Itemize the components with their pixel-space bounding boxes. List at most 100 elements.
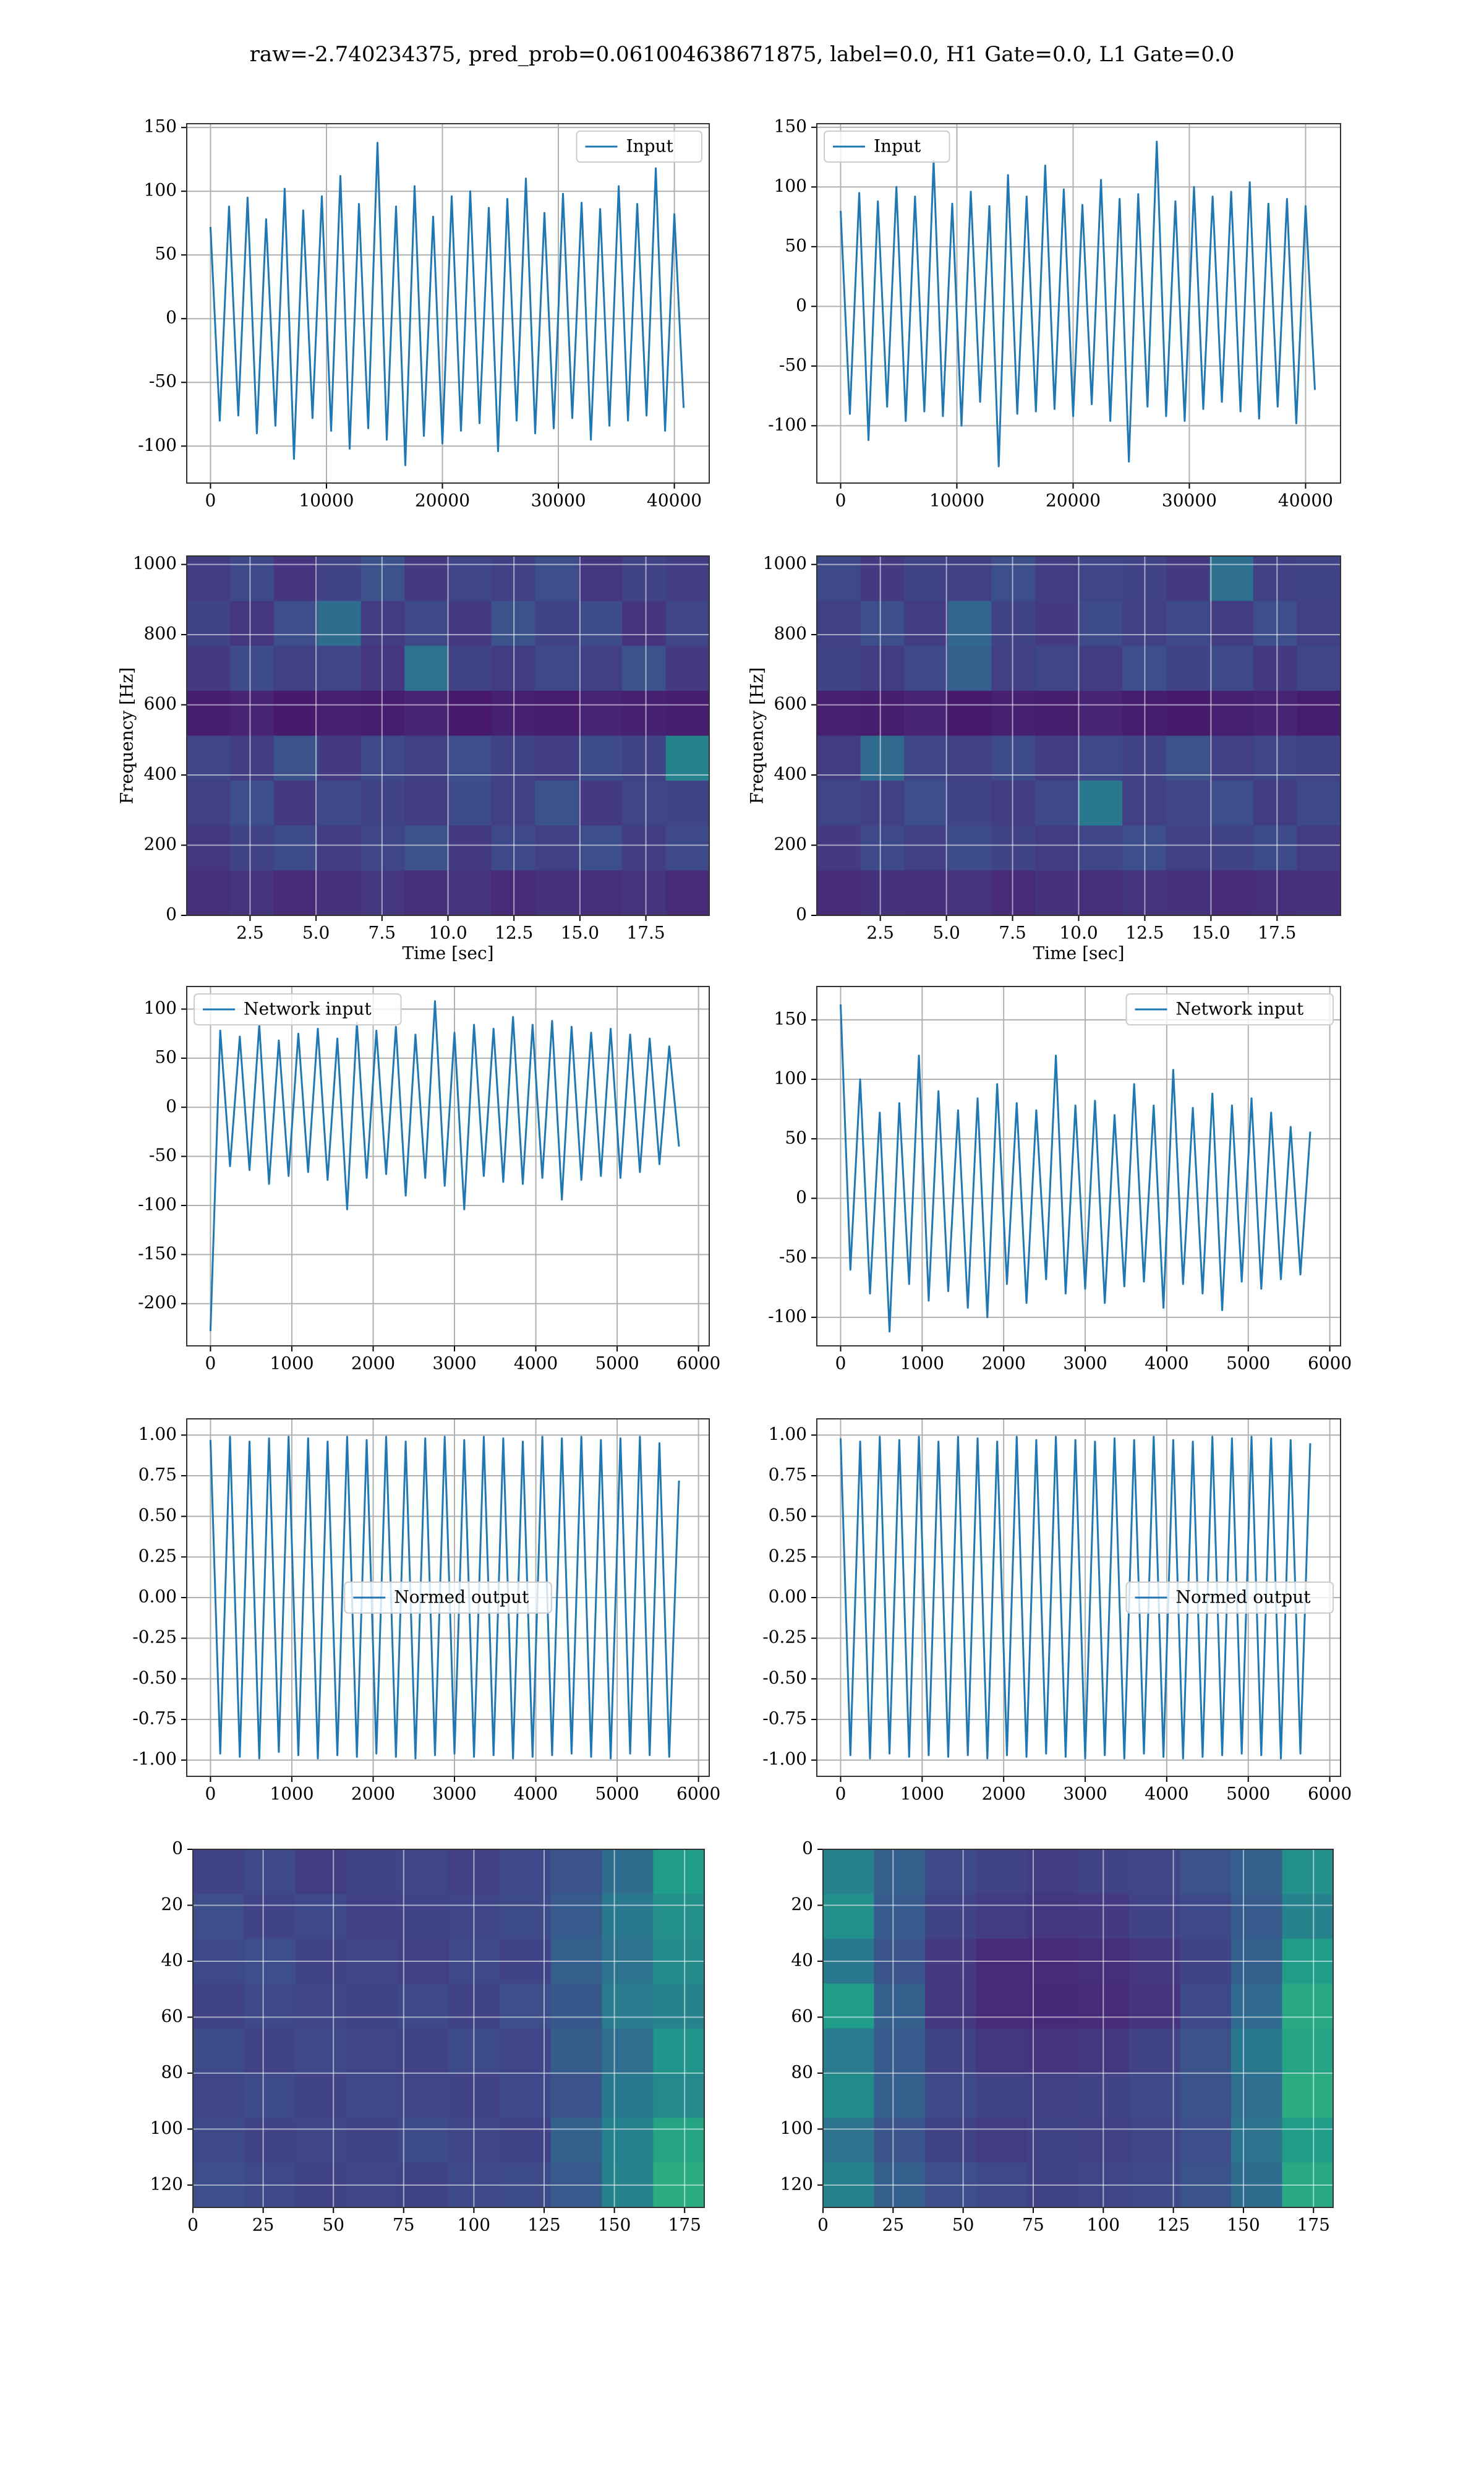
- series-line: [840, 1436, 1311, 1760]
- heatmap-cell: [295, 2073, 347, 2118]
- heatmap-cell: [817, 781, 861, 826]
- x-tick-label: 0: [187, 2215, 198, 2235]
- y-tick-label: 50: [785, 235, 807, 255]
- heatmap-cell: [1282, 2028, 1334, 2074]
- x-tick-label: 4000: [514, 1353, 558, 1374]
- axes-frame: [186, 1418, 710, 1777]
- heatmap-cell: [1209, 601, 1254, 646]
- heatmap-cell: [1282, 1894, 1334, 1940]
- subplot: 0 25 50 75 100 125 150 175 0 20 40 60 80 100 120: [150, 1838, 705, 2235]
- heatmap-cell: [1027, 2118, 1079, 2164]
- heatmap-cell: [904, 870, 949, 916]
- subplot: 0 25 50 75 100 125 150 175 0 20 40 60 80 100 120: [780, 1838, 1334, 2235]
- heatmap-cell: [1166, 556, 1210, 602]
- heatmap-cell: [874, 2118, 926, 2164]
- heatmap-cell: [925, 1984, 977, 2029]
- y-tick-label: 120: [150, 2173, 183, 2194]
- heatmap-cell: [665, 735, 710, 781]
- heatmap-cell: [1297, 825, 1341, 871]
- heatmap-cell: [273, 735, 318, 781]
- y-tick-label: -50: [779, 1246, 807, 1267]
- heatmap-cell: [1129, 1849, 1181, 1894]
- heatmap-cell: [360, 601, 405, 646]
- y-tick-label: 800: [144, 623, 177, 644]
- heatmap-cell: [187, 781, 231, 826]
- heatmap-cell: [665, 690, 710, 737]
- heatmap-cell: [193, 1849, 245, 1894]
- heatmap-cell: [244, 2118, 296, 2164]
- heatmap-cell: [925, 2118, 977, 2164]
- y-tick-label: 0: [796, 904, 807, 925]
- heatmap-cell: [535, 825, 579, 871]
- heatmap-cell: [244, 1849, 296, 1894]
- heatmap-cell: [448, 781, 492, 826]
- y-tick-label: -200: [138, 1292, 177, 1312]
- y-tick-label: 20: [161, 1894, 183, 1914]
- heatmap-cell: [602, 2073, 654, 2118]
- y-tick-label: 200: [144, 834, 177, 854]
- y-tick-label: 800: [774, 623, 807, 644]
- x-tick-label: 2000: [351, 1353, 395, 1374]
- heatmap-cell: [904, 556, 949, 602]
- heatmap-cell: [860, 556, 905, 602]
- heatmap-cell: [273, 690, 318, 737]
- heatmap-cell: [244, 1894, 296, 1940]
- heatmap-cell: [317, 781, 362, 826]
- heatmap-cell: [578, 556, 623, 602]
- heatmap-cell: [904, 601, 949, 646]
- heatmap-cell: [193, 2073, 245, 2118]
- heatmap-cell: [535, 781, 579, 826]
- heatmap-cell: [397, 1894, 450, 1940]
- heatmap-cell: [874, 1849, 926, 1894]
- y-tick-label: 0.50: [769, 1505, 807, 1525]
- heatmap-cell: [550, 1849, 603, 1894]
- y-tick-label: 80: [791, 2061, 813, 2082]
- heatmap-cell: [622, 646, 667, 691]
- heatmap-cell: [925, 1849, 977, 1894]
- y-tick-label: -100: [768, 414, 807, 435]
- x-tick-label: 5000: [595, 1353, 639, 1374]
- heatmap-cell: [535, 556, 579, 602]
- heatmap-cell: [273, 556, 318, 602]
- y-tick-label: -0.25: [132, 1627, 177, 1647]
- heatmap-cell: [1034, 870, 1080, 916]
- figure-title: raw=-2.740234375, pred_prob=0.0610046386…: [250, 42, 1235, 67]
- x-tick-label: 3000: [432, 1353, 476, 1374]
- x-tick-label: 0: [835, 1784, 846, 1804]
- x-tick-label: 5.0: [932, 923, 960, 943]
- heatmap-cell: [317, 556, 362, 602]
- heatmap-cell: [535, 735, 579, 781]
- legend-label: Normed output: [1176, 1587, 1311, 1607]
- x-tick-label: 4000: [514, 1784, 558, 1804]
- heatmap-cell: [193, 2118, 245, 2164]
- x-tick-label: 12.5: [1125, 923, 1164, 943]
- heatmap-cell: [295, 2028, 347, 2074]
- x-tick-label: 10.0: [429, 923, 467, 943]
- y-tick-label: -50: [779, 354, 807, 375]
- x-tick-label: 5000: [1226, 1784, 1270, 1804]
- heatmap-cell: [1231, 1849, 1283, 1894]
- y-tick-label: 100: [144, 180, 177, 200]
- legend-box: [576, 131, 702, 163]
- y-tick-label: 50: [785, 1128, 807, 1148]
- heatmap-cell: [925, 2073, 977, 2118]
- y-tick-label: 0.25: [769, 1546, 807, 1566]
- x-tick-label: 0: [835, 490, 846, 511]
- heatmap-cell: [817, 735, 861, 781]
- heatmap-cell: [346, 2118, 398, 2164]
- heatmap-cell: [622, 556, 667, 602]
- subplot: 2.5 5.0 7.5 10.0 12.5 15.0 17.5 0 200 400 600 800 10…: [747, 553, 1341, 964]
- heatmap-cell: [578, 825, 623, 871]
- heatmap-cell: [578, 735, 623, 781]
- heatmap-cell: [1078, 825, 1123, 871]
- y-tick-label: 100: [144, 998, 177, 1018]
- heatmap-cell: [346, 1984, 398, 2029]
- axes-frame: [186, 123, 710, 484]
- heatmap-cell: [448, 870, 492, 916]
- heatmap-cell: [193, 1984, 245, 2029]
- heatmap-cell: [1297, 690, 1341, 737]
- x-tick-label: 150: [1227, 2215, 1260, 2235]
- heatmap-cell: [1034, 646, 1080, 691]
- heatmap-cell: [817, 870, 861, 916]
- heatmap-cell: [665, 601, 710, 646]
